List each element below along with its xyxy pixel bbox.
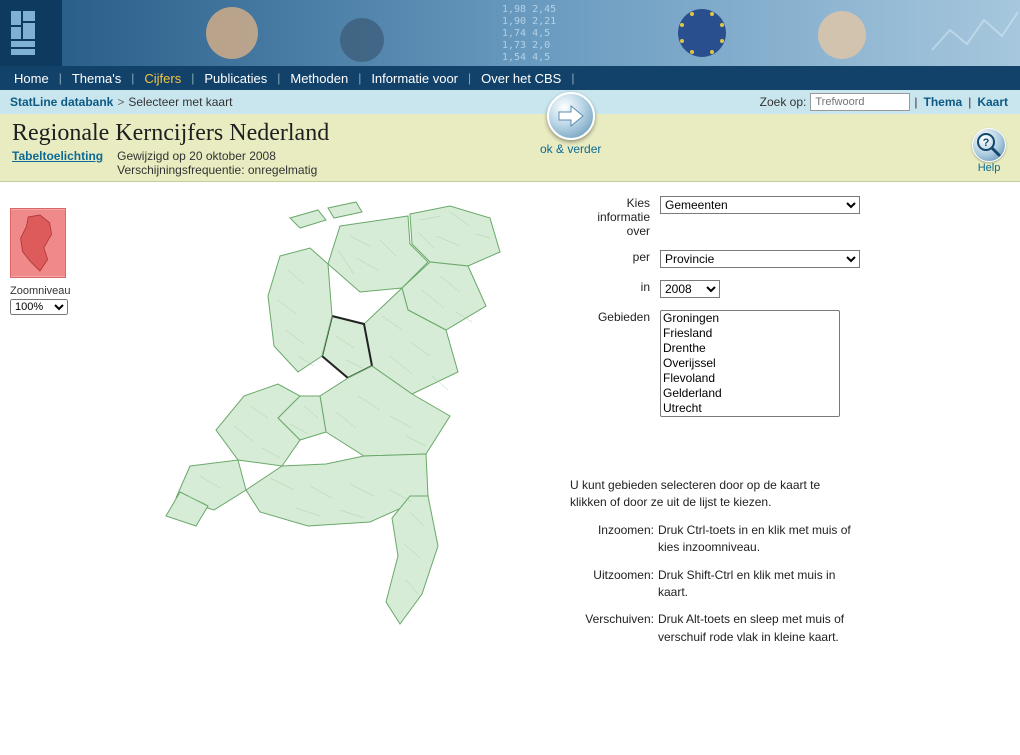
year-select[interactable]: 2008 [660,280,720,298]
search-link-kaart[interactable]: Kaart [977,95,1008,109]
search-link-thema[interactable]: Thema [924,95,963,109]
search-label: Zoek op: [760,95,807,109]
svg-text:1,73 2,0: 1,73 2,0 [502,40,550,51]
instr-verschuiven-v: Druk Alt-toets en sleep met muis of vers… [658,611,858,646]
nav-home[interactable]: Home [10,71,53,86]
tabeltoelichting-link[interactable]: Tabeltoelichting [12,149,103,177]
svg-text:1,74 4,5: 1,74 4,5 [502,28,550,39]
content-area: Zoomniveau 100% [0,182,1020,660]
instr-uitzoomen-k: Uitzoomen: [570,567,654,602]
per-select[interactable]: Provincie [660,250,860,268]
gebieden-label: Gebieden [570,310,650,324]
banner-artwork: 1,98 2,45 1,90 2,21 1,74 4,5 1,73 2,0 1,… [62,0,1020,66]
header-banner: 1,98 2,45 1,90 2,21 1,74 4,5 1,73 2,0 1,… [0,0,1020,66]
gebieden-listbox[interactable]: Groningen Friesland Drenthe Overijssel F… [660,310,840,417]
selection-panel: Kies informatie over Gemeenten per Provi… [560,196,990,646]
nav-methoden[interactable]: Methoden [286,71,352,86]
instr-uitzoomen-v: Druk Shift-Ctrl en klik met muis in kaar… [658,567,858,602]
svg-text:1,54 4,5: 1,54 4,5 [502,52,550,63]
overview-thumbnail[interactable] [10,208,66,278]
breadcrumb-sep: > [117,95,124,109]
arrow-right-icon [557,104,585,128]
svg-text:1,90 2,21: 1,90 2,21 [502,16,556,27]
instr-inzoomen-v: Druk Ctrl-toets in en klik met muis of k… [658,522,858,557]
title-bar: Regionale Kerncijfers Nederland Tabeltoe… [0,114,1020,182]
frequency: Verschijningsfrequentie: onregelmatig [117,163,317,177]
info-label: Kies informatie over [570,196,650,238]
map-area[interactable] [120,196,560,646]
instructions-lead: U kunt gebieden selecteren door op de ka… [570,477,850,512]
svg-text:?: ? [983,137,990,149]
page-title: Regionale Kerncijfers Nederland [12,120,1008,147]
cbs-logo [0,0,62,66]
instructions: U kunt gebieden selecteren door op de ka… [570,477,990,646]
help-button[interactable]: ? Help [972,128,1006,174]
zoom-select[interactable]: 100% [10,299,68,315]
svg-text:1,98 2,45: 1,98 2,45 [502,4,556,15]
nav-cijfers[interactable]: Cijfers [140,71,185,86]
instr-inzoomen-k: Inzoomen: [570,522,654,557]
modified-date: Gewijzigd op 20 oktober 2008 [117,149,317,163]
breadcrumb-root[interactable]: StatLine databank [10,95,113,109]
main-nav: Home| Thema's| Cijfers| Publicaties| Met… [0,66,1020,90]
netherlands-map[interactable] [150,196,530,646]
breadcrumb-current: Selecteer met kaart [128,95,232,109]
info-select[interactable]: Gemeenten [660,196,860,214]
per-label: per [570,250,650,264]
nav-themas[interactable]: Thema's [68,71,125,86]
instr-verschuiven-k: Verschuiven: [570,611,654,646]
ok-verder-button[interactable]: ok & verder [540,92,601,156]
nav-informatie-voor[interactable]: Informatie voor [367,71,462,86]
zoom-label: Zoomniveau [10,285,120,297]
cbs-logo-icon [11,11,51,55]
nav-over-het-cbs[interactable]: Over het CBS [477,71,565,86]
breadcrumb-bar: StatLine databank > Selecteer met kaart … [0,90,1020,114]
nav-publicaties[interactable]: Publicaties [200,71,271,86]
magnifier-question-icon: ? [975,131,1003,159]
search-input[interactable] [810,93,910,111]
in-label: in [570,280,650,294]
zoom-panel: Zoomniveau 100% [10,196,120,646]
